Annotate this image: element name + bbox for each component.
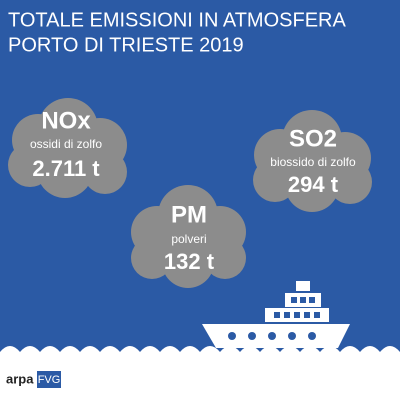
ship-windows [228,297,320,340]
waves [0,346,400,366]
logo-text: arpa [6,371,34,386]
cloud-description: ossidi di zolfo [30,137,102,151]
title-line: PORTO DI TRIESTE 2019 [8,34,244,56]
cloud [8,98,127,198]
cloud [131,185,246,288]
logo-badge [37,371,61,388]
cloud-name: PM [171,201,207,228]
cloud-amount: 2.711 t [32,156,100,181]
cloud [253,110,372,212]
cloud-amount: 294 t [288,172,339,197]
footer [0,364,400,400]
cloud-description: biossido di zolfo [270,155,356,169]
cloud-name: SO2 [289,125,337,152]
cloud-name: NOx [41,107,91,134]
cloud-description: polveri [171,232,206,246]
logo-badge-text: FVG [38,374,61,386]
cloud-amount: 132 t [164,249,215,274]
title-line: TOTALE EMISSIONI IN ATMOSFERA [8,9,346,31]
